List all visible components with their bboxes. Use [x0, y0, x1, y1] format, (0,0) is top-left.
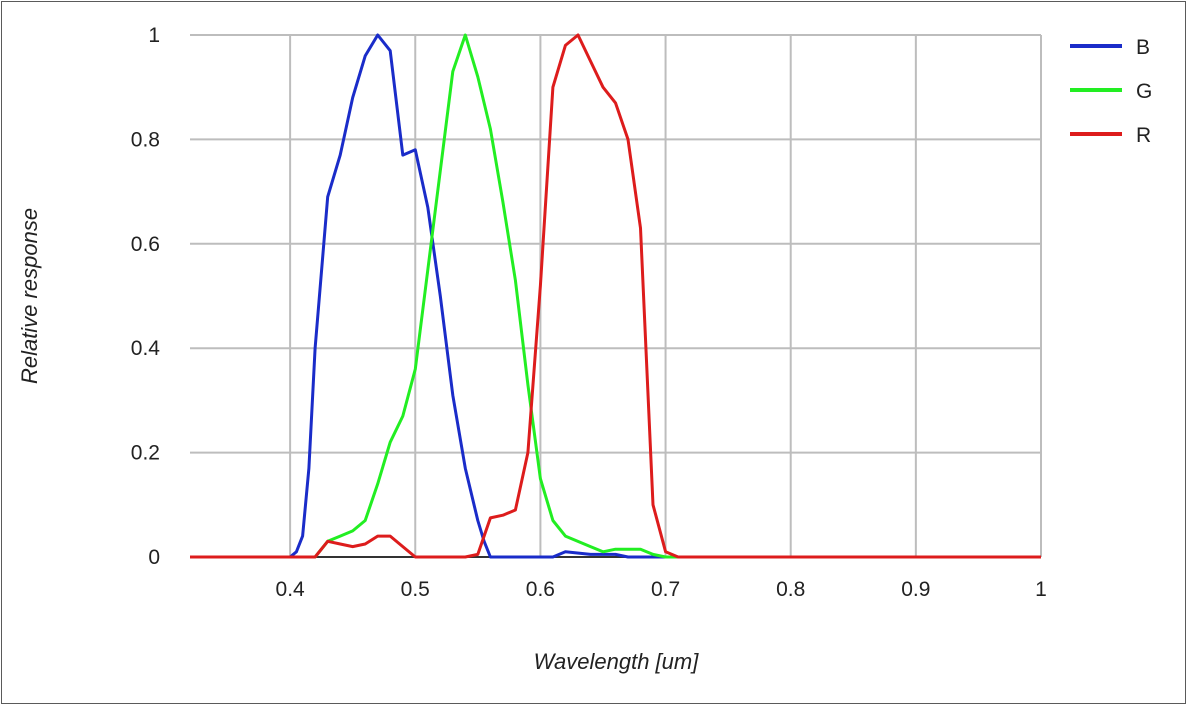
legend-label-b: B — [1136, 36, 1150, 59]
y-axis-title: Relative response — [17, 208, 42, 384]
legend-label-g: G — [1136, 80, 1152, 103]
y-tick-label: 1 — [148, 24, 160, 47]
x-tick-label: 0.8 — [776, 578, 805, 601]
x-tick-label: 0.6 — [526, 578, 555, 601]
x-axis-ticks: 0.4 0.5 0.6 0.7 0.8 0.9 1 — [276, 578, 1047, 601]
x-tick-label: 0.5 — [401, 578, 430, 601]
y-tick-label: 0.8 — [131, 128, 160, 151]
y-tick-label: 0 — [148, 546, 160, 569]
series-line-r — [190, 33, 1041, 559]
x-tick-label: 0.4 — [276, 578, 306, 601]
x-tick-label: 1 — [1035, 578, 1047, 601]
x-axis-title: Wavelength [um] — [534, 649, 700, 674]
grid — [190, 34, 1042, 558]
legend-label-r: R — [1136, 124, 1151, 147]
x-tick-label: 0.9 — [901, 578, 930, 601]
series-line-b — [190, 33, 1041, 559]
legend: BGR — [1070, 36, 1152, 147]
x-tick-label: 0.7 — [651, 578, 680, 601]
series-lines — [190, 33, 1041, 559]
y-tick-label: 0.4 — [131, 337, 161, 360]
y-axis-ticks: 0 0.2 0.4 0.6 0.8 1 — [131, 24, 161, 569]
y-tick-label: 0.2 — [131, 442, 160, 465]
y-tick-label: 0.6 — [131, 233, 160, 256]
series-line-g — [190, 33, 1041, 559]
